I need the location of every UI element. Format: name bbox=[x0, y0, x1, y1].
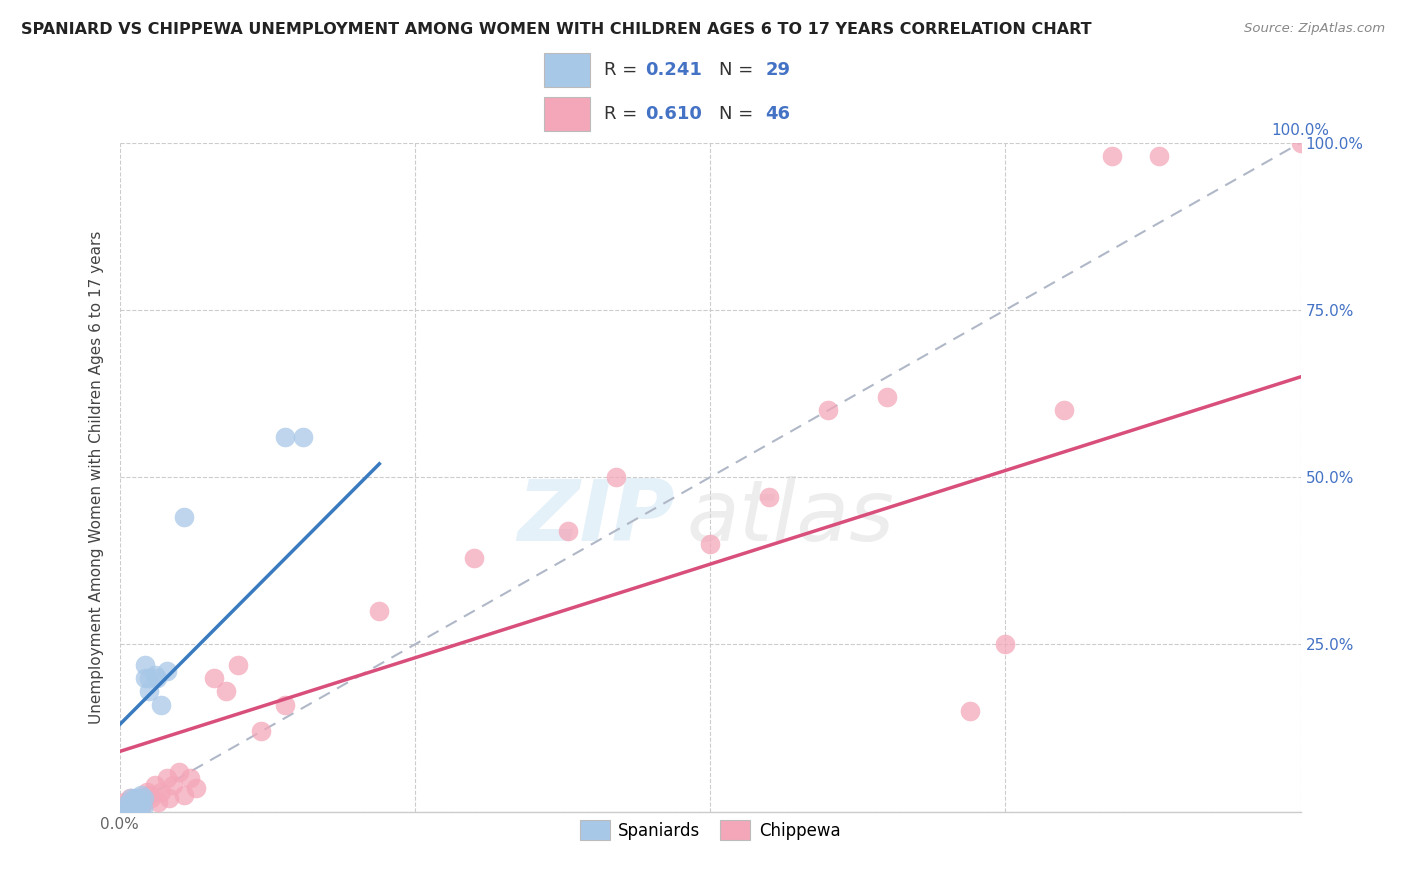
Point bbox=[129, 795, 152, 809]
Point bbox=[117, 801, 139, 815]
Point bbox=[141, 791, 163, 805]
Point bbox=[115, 801, 138, 815]
Point bbox=[157, 791, 180, 805]
Point bbox=[127, 791, 149, 805]
Point bbox=[127, 795, 149, 809]
Point bbox=[129, 801, 152, 815]
Point bbox=[134, 671, 156, 685]
FancyBboxPatch shape bbox=[544, 53, 591, 87]
Text: R =: R = bbox=[603, 61, 643, 78]
Point bbox=[134, 791, 156, 805]
Point bbox=[120, 791, 142, 805]
Point bbox=[994, 637, 1017, 651]
Text: ZIP: ZIP bbox=[517, 475, 675, 559]
Point bbox=[167, 764, 190, 779]
Point bbox=[557, 524, 579, 538]
Point bbox=[156, 664, 179, 679]
Point bbox=[135, 785, 157, 799]
Point bbox=[1101, 149, 1123, 163]
Point bbox=[114, 801, 136, 815]
Point bbox=[291, 430, 314, 444]
Point bbox=[149, 785, 172, 799]
Text: 46: 46 bbox=[765, 105, 790, 123]
Point bbox=[127, 791, 149, 805]
Point bbox=[127, 798, 149, 813]
Text: SPANIARD VS CHIPPEWA UNEMPLOYMENT AMONG WOMEN WITH CHILDREN AGES 6 TO 17 YEARS C: SPANIARD VS CHIPPEWA UNEMPLOYMENT AMONG … bbox=[21, 22, 1091, 37]
Point bbox=[132, 795, 155, 809]
Point bbox=[120, 791, 142, 805]
Point bbox=[226, 657, 249, 672]
Point bbox=[114, 798, 136, 813]
Text: N =: N = bbox=[720, 105, 759, 123]
Text: atlas: atlas bbox=[686, 475, 894, 559]
Point bbox=[120, 798, 142, 813]
Point bbox=[122, 801, 145, 815]
Text: 0.241: 0.241 bbox=[645, 61, 702, 78]
Text: 29: 29 bbox=[765, 61, 790, 78]
Text: N =: N = bbox=[720, 61, 759, 78]
Point bbox=[876, 390, 898, 404]
Point bbox=[959, 705, 981, 719]
FancyBboxPatch shape bbox=[544, 97, 591, 131]
Point bbox=[118, 801, 141, 815]
Point bbox=[1147, 149, 1170, 163]
Point bbox=[138, 788, 160, 802]
Legend: Spaniards, Chippewa: Spaniards, Chippewa bbox=[574, 814, 846, 847]
Point bbox=[143, 778, 166, 792]
Point bbox=[605, 470, 627, 484]
Y-axis label: Unemployment Among Women with Children Ages 6 to 17 years: Unemployment Among Women with Children A… bbox=[89, 230, 104, 724]
Point bbox=[120, 795, 142, 809]
Point bbox=[124, 791, 146, 805]
Point bbox=[1053, 403, 1076, 417]
Point bbox=[112, 801, 135, 815]
Point bbox=[127, 801, 149, 815]
Point bbox=[120, 795, 142, 809]
Point bbox=[162, 778, 184, 792]
Point bbox=[128, 801, 150, 815]
Point bbox=[132, 801, 155, 815]
Point bbox=[173, 788, 195, 802]
Point bbox=[138, 671, 160, 685]
Point bbox=[186, 781, 208, 796]
Point bbox=[179, 771, 201, 786]
Point bbox=[758, 491, 780, 505]
Point bbox=[118, 801, 141, 815]
Point bbox=[173, 510, 195, 524]
Point bbox=[129, 788, 152, 802]
Text: Source: ZipAtlas.com: Source: ZipAtlas.com bbox=[1244, 22, 1385, 36]
Text: R =: R = bbox=[603, 105, 643, 123]
Point bbox=[122, 798, 145, 813]
Point bbox=[138, 684, 160, 698]
Point bbox=[202, 671, 225, 685]
Text: 0.610: 0.610 bbox=[645, 105, 702, 123]
Point bbox=[274, 430, 297, 444]
Point bbox=[114, 795, 136, 809]
Point bbox=[134, 791, 156, 805]
Point bbox=[699, 537, 721, 551]
Point bbox=[1289, 136, 1312, 150]
Point bbox=[124, 801, 146, 815]
Point bbox=[215, 684, 238, 698]
Point bbox=[131, 798, 153, 813]
Point bbox=[134, 657, 156, 672]
Point bbox=[817, 403, 839, 417]
Point bbox=[120, 801, 142, 815]
Point bbox=[143, 667, 166, 681]
Point bbox=[274, 698, 297, 712]
Point bbox=[156, 771, 179, 786]
Point bbox=[250, 724, 273, 739]
Point bbox=[368, 604, 391, 618]
Point bbox=[149, 698, 172, 712]
Point bbox=[463, 550, 485, 565]
Point bbox=[148, 795, 170, 809]
Point bbox=[146, 671, 169, 685]
